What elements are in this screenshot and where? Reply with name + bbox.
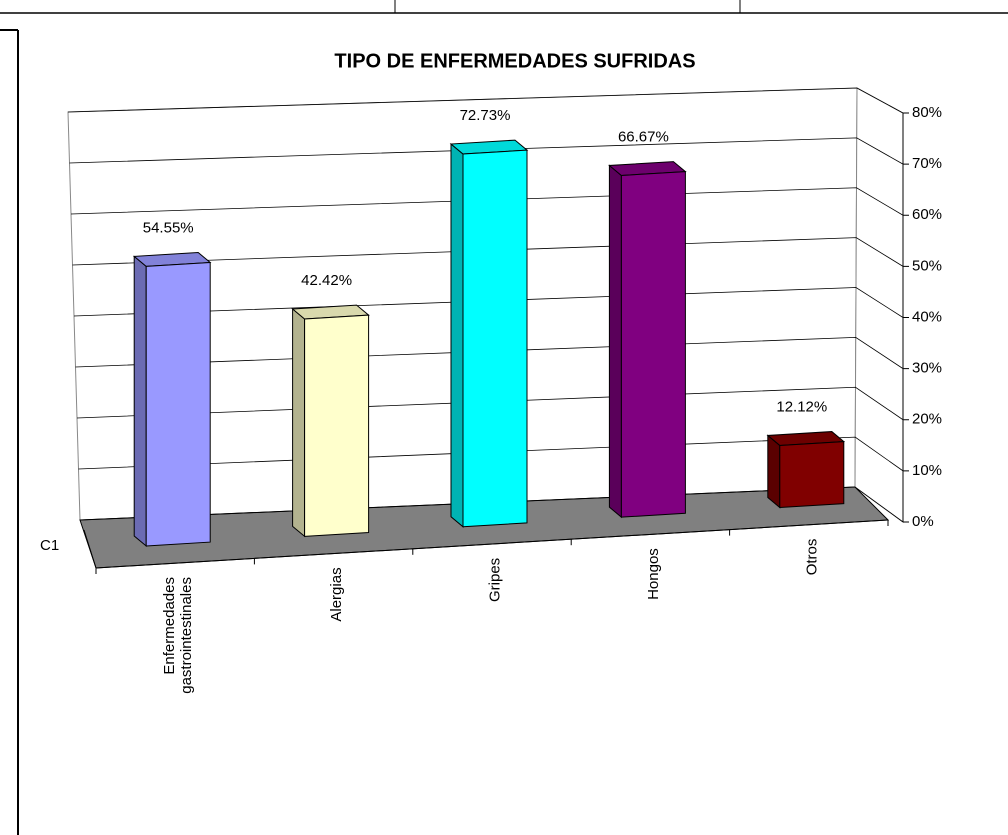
bar	[291, 304, 370, 538]
grid-line	[70, 187, 904, 216]
depth-axis	[83, 529, 97, 569]
grid-line	[69, 137, 904, 165]
x-tick-label: Gripes	[486, 557, 504, 603]
y-tick-label: 60%	[912, 206, 942, 223]
x-axis	[95, 519, 889, 569]
x-tick-label: Enfermedades gastrointestinales	[161, 577, 196, 694]
depth-label: C1	[40, 537, 59, 554]
bar-side	[767, 434, 781, 509]
bar	[132, 251, 212, 548]
bar-front	[620, 171, 686, 518]
bar-side	[133, 255, 147, 548]
bar	[449, 139, 529, 528]
x-tick-label: Alergias	[328, 567, 346, 622]
bar-front	[779, 441, 845, 509]
y-tick-label: 70%	[912, 155, 942, 172]
x-tick-label: Hongos	[644, 548, 662, 600]
value-label: 54.55%	[143, 219, 194, 236]
bar-side	[292, 307, 306, 538]
grid-line	[72, 237, 904, 267]
chart-title: TIPO DE ENFERMEDADES SUFRIDAS	[334, 50, 695, 72]
y-tick-label: 50%	[912, 257, 942, 274]
bar	[608, 161, 687, 519]
y-tick-label: 40%	[912, 308, 942, 325]
y-tick-label: 0%	[912, 513, 934, 530]
value-label: 42.42%	[301, 272, 352, 289]
y-tick-label: 30%	[912, 360, 942, 377]
bar-front	[304, 314, 370, 537]
bar-side	[450, 142, 464, 528]
grid-line	[67, 87, 904, 114]
y-tick-label: 80%	[912, 104, 942, 121]
value-label: 12.12%	[776, 398, 827, 415]
bar-front	[145, 261, 211, 547]
bar	[766, 431, 846, 509]
bar-front	[462, 149, 528, 528]
bar-side	[608, 164, 622, 519]
x-tick-label: Otros	[803, 538, 821, 576]
y-tick-label: 10%	[912, 462, 942, 479]
y-tick-label: 20%	[912, 411, 942, 428]
value-label: 72.73%	[460, 107, 511, 124]
side-wall	[854, 87, 904, 523]
value-label: 66.67%	[618, 128, 669, 145]
